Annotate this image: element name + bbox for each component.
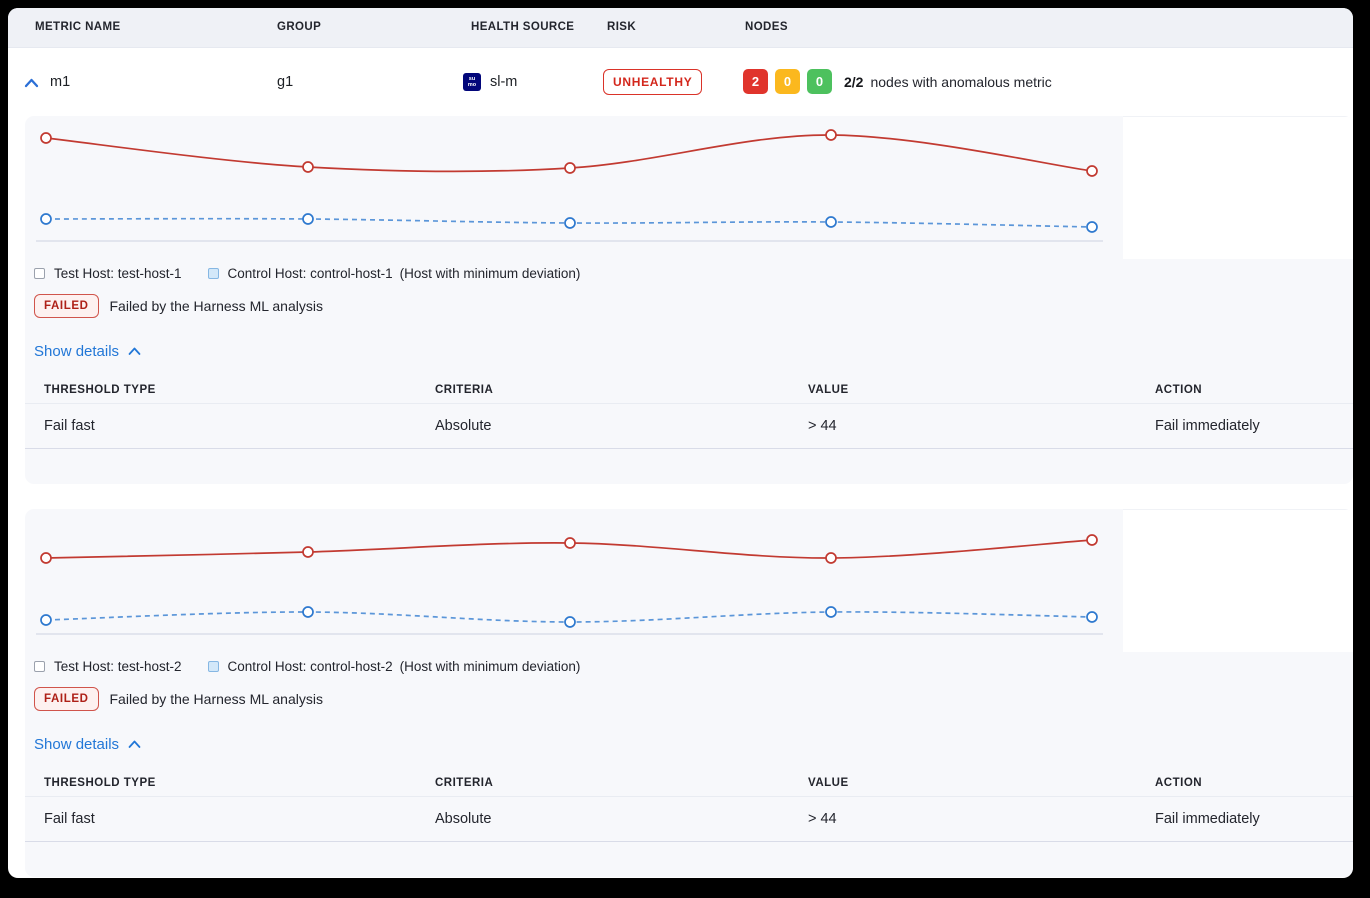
chart-row: [25, 509, 1353, 652]
chart-row: [25, 116, 1353, 259]
failed-status-badge: FAILED: [34, 294, 99, 318]
cell-criteria: Absolute: [435, 811, 492, 827]
cell-threshold-type: Fail fast: [44, 418, 95, 434]
chart-side-panel: [1123, 116, 1353, 259]
header-criteria: CRITERIA: [435, 383, 494, 396]
header-criteria: CRITERIA: [435, 776, 494, 789]
sumo-logic-icon: su mo: [463, 73, 481, 91]
control-host-swatch-icon: [207, 268, 219, 279]
health-source-value: sl-m: [490, 74, 518, 90]
details-table-row: Fail fast Absolute > 44 Fail immediately: [25, 404, 1353, 449]
header-value: VALUE: [808, 383, 849, 396]
failed-status-message: Failed by the Harness ML analysis: [109, 298, 323, 314]
header-threshold-type: THRESHOLD TYPE: [44, 383, 156, 396]
details-table-header: THRESHOLD TYPE CRITERIA VALUE ACTION: [25, 376, 1353, 404]
legend-item-test-host[interactable]: Test Host: test-host-1: [34, 266, 182, 281]
host-analysis-section-2: Test Host: test-host-2 Control Host: con…: [25, 509, 1353, 877]
legend-item-test-host[interactable]: Test Host: test-host-2: [34, 659, 182, 674]
show-details-link[interactable]: Show details: [34, 736, 141, 753]
app-window: METRIC NAME GROUP HEALTH SOURCE RISK NOD…: [8, 8, 1353, 878]
details-table-header: THRESHOLD TYPE CRITERIA VALUE ACTION: [25, 769, 1353, 797]
section-divider: [8, 484, 1353, 509]
control-host-swatch-icon: [207, 661, 219, 672]
legend-note: (Host with minimum deviation): [399, 266, 581, 281]
nodes-summary: 2 0 0 2/2 nodes with anomalous metric: [743, 69, 1052, 94]
test-host-label: Test Host: test-host-1: [54, 266, 182, 281]
sumo-icon-text-1: su: [468, 75, 476, 82]
legend-item-control-host[interactable]: Control Host: control-host-2 (Host with …: [207, 659, 581, 674]
group-value: g1: [277, 74, 294, 90]
warning-node-count-badge: 0: [775, 69, 800, 94]
nodes-ratio: 2/2: [844, 73, 864, 90]
column-group: GROUP: [277, 21, 322, 33]
column-nodes: NODES: [745, 21, 788, 33]
details-table-row: Fail fast Absolute > 44 Fail immediately: [25, 797, 1353, 842]
collapse-chevron-icon[interactable]: [24, 75, 39, 93]
host-analysis-section-1: Test Host: test-host-1 Control Host: con…: [25, 116, 1353, 484]
anomalous-node-count-badge: 2: [743, 69, 768, 94]
cell-value: > 44: [808, 418, 837, 434]
analysis-status-row: FAILED Failed by the Harness ML analysis: [34, 687, 1353, 711]
healthy-node-count-badge: 0: [807, 69, 832, 94]
header-action: ACTION: [1155, 383, 1203, 396]
show-details-label: Show details: [34, 736, 120, 753]
failed-status-badge: FAILED: [34, 687, 99, 711]
chart-side-panel: [1123, 509, 1353, 652]
threshold-details-table: THRESHOLD TYPE CRITERIA VALUE ACTION Fai…: [25, 769, 1353, 842]
failed-status-message: Failed by the Harness ML analysis: [109, 691, 323, 707]
cell-threshold-type: Fail fast: [44, 811, 95, 827]
column-risk: RISK: [607, 21, 637, 33]
chart-legend: Test Host: test-host-2 Control Host: con…: [34, 659, 1353, 674]
metric-row: m1 g1 su mo sl-m UNHEALTHY 2 0 0 2/2 nod…: [8, 48, 1353, 116]
show-details-link[interactable]: Show details: [34, 343, 141, 360]
control-host-label: Control Host: control-host-1: [227, 266, 393, 281]
test-host-swatch-icon: [34, 661, 45, 672]
test-host-swatch-icon: [34, 268, 45, 279]
threshold-details-table: THRESHOLD TYPE CRITERIA VALUE ACTION Fai…: [25, 376, 1353, 449]
nodes-label: nodes with anomalous metric: [870, 73, 1052, 90]
header-value: VALUE: [808, 776, 849, 789]
test-host-label: Test Host: test-host-2: [54, 659, 182, 674]
column-metric-name: METRIC NAME: [35, 21, 121, 33]
risk-badge: UNHEALTHY: [603, 69, 703, 95]
chevron-up-icon: [128, 740, 141, 748]
control-host-label: Control Host: control-host-2: [227, 659, 393, 674]
metric-name-value: m1: [50, 74, 71, 90]
header-action: ACTION: [1155, 776, 1203, 789]
cell-action: Fail immediately: [1155, 811, 1260, 827]
legend-note: (Host with minimum deviation): [399, 659, 581, 674]
column-health-source: HEALTH SOURCE: [471, 21, 575, 33]
timeseries-chart-host-2: [36, 534, 1103, 635]
header-threshold-type: THRESHOLD TYPE: [44, 776, 156, 789]
table-header: METRIC NAME GROUP HEALTH SOURCE RISK NOD…: [8, 8, 1353, 48]
cell-value: > 44: [808, 811, 837, 827]
cell-action: Fail immediately: [1155, 418, 1260, 434]
chart-legend: Test Host: test-host-1 Control Host: con…: [34, 266, 1353, 281]
show-details-label: Show details: [34, 343, 120, 360]
sumo-icon-text-2: mo: [467, 82, 477, 88]
chevron-up-icon: [128, 347, 141, 355]
cell-criteria: Absolute: [435, 418, 492, 434]
timeseries-chart-host-1: [36, 129, 1103, 242]
analysis-status-row: FAILED Failed by the Harness ML analysis: [34, 294, 1353, 318]
legend-item-control-host[interactable]: Control Host: control-host-1 (Host with …: [207, 266, 581, 281]
